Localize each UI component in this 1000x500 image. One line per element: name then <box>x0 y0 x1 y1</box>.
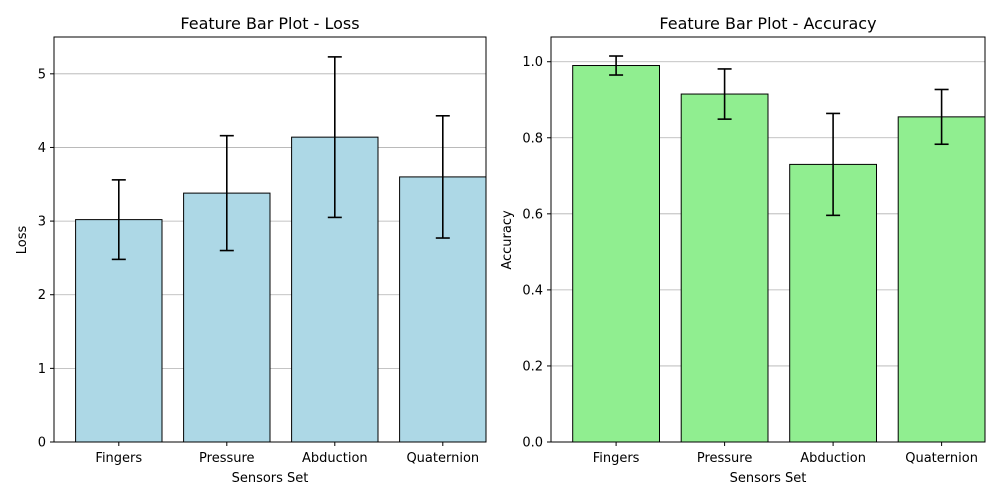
accuracy-y-tick-label: 0.4 <box>522 283 543 298</box>
loss-bars <box>75 136 487 443</box>
accuracy-error-bar-abduction <box>826 112 841 217</box>
accuracy-y-tick-label: 0.2 <box>522 359 543 374</box>
accuracy-panel: Feature Bar Plot - Accuracy Sensors Set … <box>500 14 986 486</box>
accuracy-bar-quaternion <box>897 116 986 443</box>
loss-y-tick-label: 2 <box>38 288 46 303</box>
loss-error-bar-pressure <box>219 134 234 252</box>
accuracy-axes: 0.0 0.2 0.4 0.6 0.8 1.0 Fingers Pressure Abducti… <box>522 36 986 466</box>
loss-x-tick-label: Quaternion <box>406 451 479 466</box>
accuracy-x-tick-label: Pressure <box>697 451 753 466</box>
loss-axes-frame <box>53 36 487 443</box>
loss-y-tick-label: 4 <box>38 141 46 156</box>
loss-x-tick-label: Fingers <box>95 451 142 466</box>
accuracy-y-tick-label: 0.8 <box>522 131 543 146</box>
accuracy-y-tick-label: 0.0 <box>522 436 543 451</box>
accuracy-x-tick-label: Quaternion <box>905 451 978 466</box>
loss-error-bar-abduction <box>327 56 342 219</box>
accuracy-y-axis-label: Accuracy <box>500 210 515 270</box>
loss-y-tick-label: 5 <box>38 67 46 82</box>
loss-error-bar-fingers <box>111 179 126 261</box>
loss-chart-title: Feature Bar Plot - Loss <box>180 14 359 33</box>
loss-y-tick-label: 1 <box>38 362 46 377</box>
loss-x-tick-label: Abduction <box>302 451 368 466</box>
loss-y-axis-label: Loss <box>15 226 30 255</box>
accuracy-y-tick-label: 0.6 <box>522 207 543 222</box>
accuracy-error-bar-pressure <box>717 68 732 120</box>
accuracy-x-tick-label: Fingers <box>593 451 640 466</box>
accuracy-bars <box>572 65 986 443</box>
accuracy-axes-frame <box>550 36 986 443</box>
accuracy-bar-fingers <box>572 65 661 443</box>
loss-x-axis-label: Sensors Set <box>232 471 309 486</box>
accuracy-error-bar-quaternion <box>934 88 949 146</box>
loss-x-tick-label: Pressure <box>199 451 255 466</box>
loss-error-bar-quaternion <box>435 114 450 239</box>
accuracy-x-axis-label: Sensors Set <box>730 471 807 486</box>
loss-y-tick-label: 3 <box>38 215 46 230</box>
accuracy-x-tick-label: Abduction <box>800 451 866 466</box>
accuracy-error-bars <box>609 55 949 217</box>
accuracy-chart-title: Feature Bar Plot - Accuracy <box>659 14 876 33</box>
accuracy-bar-pressure <box>680 93 769 443</box>
accuracy-y-tick-label: 1.0 <box>522 55 543 70</box>
loss-y-tick-label: 0 <box>38 436 46 451</box>
loss-error-bars <box>111 56 450 261</box>
accuracy-error-bar-fingers <box>609 55 624 76</box>
loss-panel: Feature Bar Plot - Loss Sensors Set Loss… <box>15 14 487 486</box>
loss-axes: 0 1 2 3 4 5 Fingers Pressure Abduction Quaternion <box>38 36 487 466</box>
